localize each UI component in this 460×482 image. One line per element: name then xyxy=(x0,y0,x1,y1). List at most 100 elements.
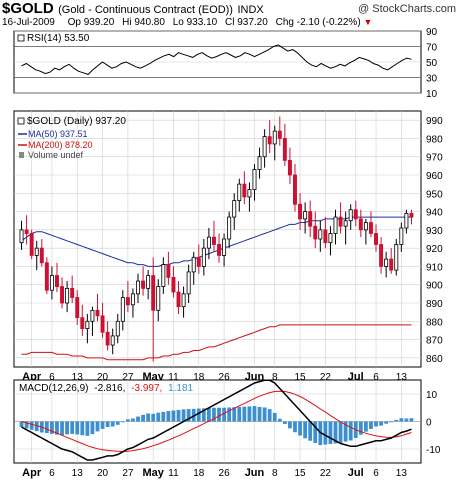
rsi-tick-label: 10 xyxy=(426,89,438,100)
candle xyxy=(232,193,237,230)
price-tick-label: 930 xyxy=(426,226,443,237)
macd-histogram-bar xyxy=(115,421,120,425)
rsi-tick-label: 90 xyxy=(426,27,438,38)
candle-body xyxy=(29,233,34,256)
macd-histogram-bar xyxy=(29,421,34,430)
candle-body xyxy=(191,256,196,273)
candle-body xyxy=(130,293,135,306)
candle-body xyxy=(323,229,328,244)
candlesticks xyxy=(19,116,414,362)
macd-histogram-bar xyxy=(34,421,39,432)
candle-body xyxy=(252,169,257,191)
ma50-legend: MA(50) 937.51 xyxy=(28,129,88,139)
macd-histogram-bar xyxy=(313,421,318,443)
candle xyxy=(176,281,181,314)
candle xyxy=(24,215,29,245)
price-tick-label: 980 xyxy=(426,134,443,145)
macd-histogram-bar xyxy=(399,418,404,422)
price-legend: $GOLD (Daily) 937.20 MA(50) 937.51 MA(20… xyxy=(17,116,126,160)
candle xyxy=(49,266,54,300)
candle-body xyxy=(171,276,176,293)
macd-histogram-bar xyxy=(120,421,125,423)
candle xyxy=(166,251,171,285)
close-value: 937.20 xyxy=(237,17,268,28)
macd-histogram-bar xyxy=(358,421,363,435)
candle-body xyxy=(257,156,262,170)
macd-histogram-bar xyxy=(394,419,399,422)
candle-body xyxy=(55,275,59,287)
candle-body xyxy=(146,275,151,289)
candle-body xyxy=(19,229,24,244)
x-axis-label: 22 xyxy=(320,372,332,383)
candle-body xyxy=(217,244,222,256)
macd-histogram-bar xyxy=(44,421,49,434)
macd-histogram-bar xyxy=(60,421,64,436)
macd-histogram-bar xyxy=(374,421,378,427)
candle-body xyxy=(277,130,282,139)
macd-histogram-bar xyxy=(95,421,100,432)
x-axis-label: 26 xyxy=(219,468,231,479)
candle-body xyxy=(389,258,394,271)
macd-legend: MACD(12,26,9) -2.816, -3.997, 1.181 xyxy=(19,383,194,394)
macd-histogram-bar xyxy=(404,418,409,422)
rsi-legend-swatch xyxy=(17,34,25,42)
candle xyxy=(399,222,404,252)
macd-histogram-bar xyxy=(282,421,287,424)
candle-body xyxy=(368,222,373,234)
candle-body xyxy=(384,258,389,267)
candle-body xyxy=(186,271,191,295)
price-tick-label: 940 xyxy=(426,208,443,219)
candle xyxy=(181,286,186,318)
macd-histogram-bar xyxy=(389,421,394,423)
macd-histogram-bar xyxy=(384,421,389,424)
watermark: @ StockCharts.com xyxy=(358,3,456,15)
candle xyxy=(161,257,166,294)
price-tick-label: 890 xyxy=(426,299,443,310)
price-tick-label: 880 xyxy=(426,317,443,328)
candle xyxy=(65,281,70,313)
candle xyxy=(44,257,49,294)
candle-body xyxy=(80,317,85,329)
candle xyxy=(151,257,156,362)
macd-histogram-bar xyxy=(24,421,29,429)
macd-histogram-bar xyxy=(55,421,59,435)
macd-histogram-bar xyxy=(186,409,191,422)
change-label: Chg xyxy=(275,17,294,28)
rsi-tick-label: 70 xyxy=(426,43,438,54)
macd-histogram-bar xyxy=(217,407,221,422)
candle-body xyxy=(313,225,318,240)
ohlc-row: 16-Jul-2009 Op 939.20 Hi 940.80 Lo 933.1… xyxy=(2,17,372,28)
macd-histogram-bar xyxy=(237,406,242,422)
candle-body xyxy=(95,309,100,317)
open-label: Op xyxy=(67,17,81,28)
candle-body xyxy=(379,244,384,267)
signal-line xyxy=(21,390,412,453)
rsi-tick-labels: 90 70 50 30 10 xyxy=(426,27,438,100)
x-axis-label: 15 xyxy=(294,468,306,479)
macd-tick-label: -10 xyxy=(426,445,441,456)
candle xyxy=(267,120,272,154)
macd-histogram-bar xyxy=(267,409,272,422)
price-tick-labels: 990 980 970 960 950 940 930 920 910 900 890 880 870 8… xyxy=(426,116,443,365)
candle xyxy=(328,226,333,256)
candle-body xyxy=(353,209,358,220)
candle xyxy=(217,233,222,263)
x-axis-label: 6 xyxy=(373,372,379,383)
down-arrow-icon: ▼ xyxy=(363,17,373,27)
candle-body xyxy=(75,297,80,319)
candle xyxy=(206,228,211,260)
candle-body xyxy=(333,216,338,234)
price-tick-label: 990 xyxy=(426,116,443,127)
candle xyxy=(191,251,196,285)
candle xyxy=(201,239,206,276)
candle xyxy=(303,202,308,234)
macd-histogram-bar xyxy=(262,407,267,422)
x-axis-label: Jun xyxy=(245,467,265,479)
candle xyxy=(338,202,343,234)
candle-body xyxy=(348,209,353,222)
candle xyxy=(394,239,399,276)
macd-histogram-bar xyxy=(333,421,338,444)
x-axis-label: 6 xyxy=(373,468,379,479)
exchange-label: INDX xyxy=(237,4,264,16)
candle-body xyxy=(298,203,303,220)
